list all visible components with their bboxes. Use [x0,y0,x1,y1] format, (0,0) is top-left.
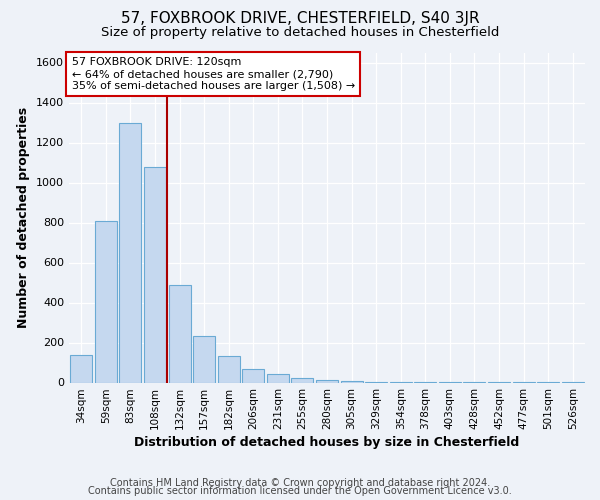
Bar [292,378,313,382]
Bar [70,354,92,382]
Bar [169,284,191,382]
Text: Contains public sector information licensed under the Open Government Licence v3: Contains public sector information licen… [88,486,512,496]
Text: Contains HM Land Registry data © Crown copyright and database right 2024.: Contains HM Land Registry data © Crown c… [110,478,490,488]
Bar [218,356,240,382]
Bar [242,368,265,382]
Bar [341,381,362,382]
X-axis label: Distribution of detached houses by size in Chesterfield: Distribution of detached houses by size … [134,436,520,450]
Text: 57 FOXBROOK DRIVE: 120sqm
← 64% of detached houses are smaller (2,790)
35% of se: 57 FOXBROOK DRIVE: 120sqm ← 64% of detac… [71,58,355,90]
Y-axis label: Number of detached properties: Number of detached properties [17,107,31,328]
Bar [119,122,142,382]
Bar [316,380,338,382]
Text: 57, FOXBROOK DRIVE, CHESTERFIELD, S40 3JR: 57, FOXBROOK DRIVE, CHESTERFIELD, S40 3J… [121,11,479,26]
Bar [267,374,289,382]
Bar [193,336,215,382]
Text: Size of property relative to detached houses in Chesterfield: Size of property relative to detached ho… [101,26,499,39]
Bar [144,166,166,382]
Bar [95,220,117,382]
